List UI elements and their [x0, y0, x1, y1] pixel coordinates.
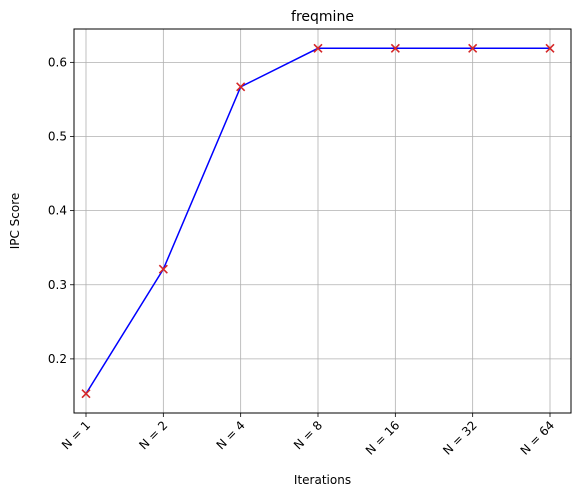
y-tick-label: 0.6 — [48, 55, 67, 69]
y-tick-label: 0.5 — [48, 129, 67, 143]
y-tick-label: 0.3 — [48, 278, 67, 292]
x-axis-label: Iterations — [294, 473, 351, 487]
x-tick-label: N = 32 — [440, 418, 480, 458]
y-tick-label: 0.2 — [48, 352, 67, 366]
x-tick-label: N = 1 — [59, 418, 93, 452]
chart-title: freqmine — [291, 9, 354, 25]
plot-frame — [74, 29, 571, 413]
x-tick-label: N = 4 — [214, 418, 248, 452]
x-tick-label: N = 8 — [291, 418, 325, 452]
y-tick-label: 0.4 — [48, 204, 67, 218]
x-tick-label: N = 2 — [136, 418, 170, 452]
grid — [74, 29, 571, 413]
x-tick-label: N = 64 — [518, 418, 558, 458]
y-axis-label: IPC Score — [8, 193, 22, 250]
y-axis: 0.2 0.3 0.4 0.5 0.6 — [48, 55, 74, 366]
x-axis: N = 1 N = 2 N = 4 N = 8 N = 16 N = 32 N = 64 — [59, 413, 557, 458]
x-tick-label: N = 16 — [363, 418, 403, 458]
